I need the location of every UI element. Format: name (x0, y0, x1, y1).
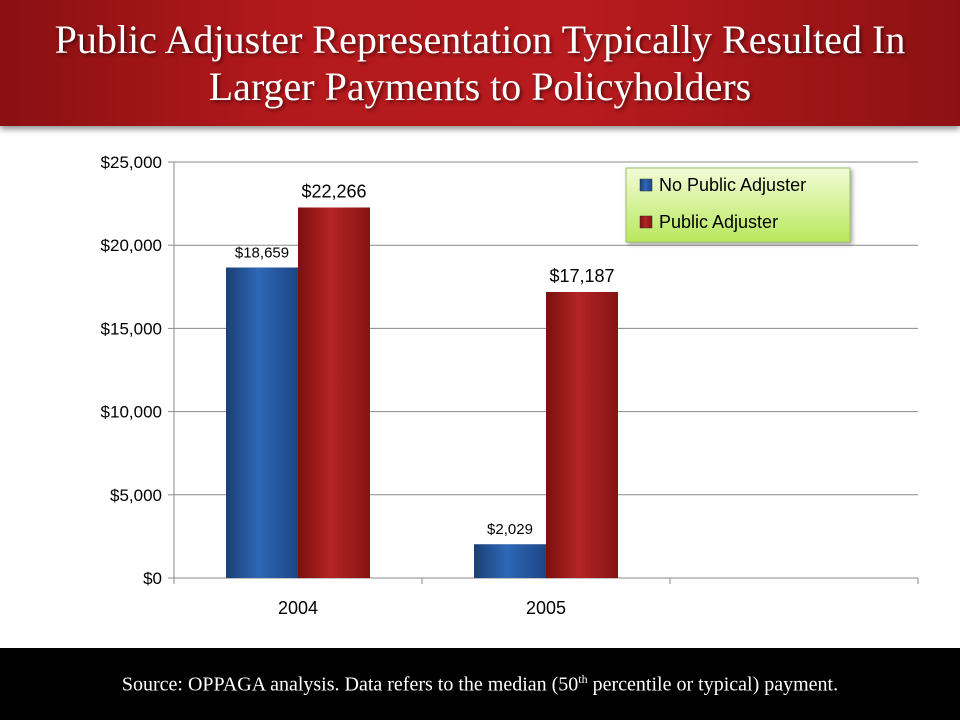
bar-no-public-adjuster-2005 (474, 544, 546, 578)
source-note-suffix: percentile or typical) payment. (587, 673, 839, 696)
data-label: $22,266 (301, 181, 366, 201)
bar-no-public-adjuster-2004 (226, 267, 298, 578)
legend-swatch (639, 215, 653, 229)
legend-box (625, 167, 851, 243)
y-tick-label: $5,000 (110, 486, 162, 505)
axes: $0 $5,000 $10,000 $15,000 $20,000 $25,000 2004… (101, 153, 919, 618)
bars (226, 207, 618, 578)
data-label: $17,187 (549, 266, 614, 286)
legend: No Public Adjuster Public Adjuster (625, 167, 851, 243)
footer-bar: Source: OPPAGA analysis. Data refers to … (0, 648, 960, 720)
y-tick-label: $0 (143, 569, 162, 588)
bar-public-adjuster-2004 (298, 207, 370, 578)
legend-label: Public Adjuster (659, 212, 778, 232)
y-tick-label: $25,000 (101, 153, 162, 172)
source-note-superscript: th (578, 671, 588, 686)
y-tick-label: $15,000 (101, 319, 162, 338)
source-note: Source: OPPAGA analysis. Data refers to … (122, 672, 838, 697)
bar-chart: $0 $5,000 $10,000 $15,000 $20,000 $25,000 2004… (101, 153, 919, 618)
chart-title-line-1: Public Adjuster Representation Typically… (54, 17, 906, 62)
data-labels: $18,659 $2,029 $22,266 $17,187 (235, 181, 615, 538)
legend-swatch (639, 178, 653, 192)
source-note-prefix: Source: OPPAGA analysis. Data refers to … (121, 673, 579, 696)
y-tick-label: $10,000 (101, 403, 162, 422)
legend-label: No Public Adjuster (659, 175, 806, 195)
data-label: $2,029 (487, 521, 533, 538)
y-tick-label: $20,000 (101, 236, 162, 255)
data-label: $18,659 (235, 245, 289, 262)
x-tick-label: 2004 (278, 598, 318, 618)
bar-public-adjuster-2005 (546, 292, 618, 578)
x-tick-label: 2005 (526, 598, 566, 618)
title-banner: Public Adjuster Representation Typically… (0, 0, 960, 126)
chart-title-line-2: Larger Payments to Policyholders (208, 64, 752, 109)
